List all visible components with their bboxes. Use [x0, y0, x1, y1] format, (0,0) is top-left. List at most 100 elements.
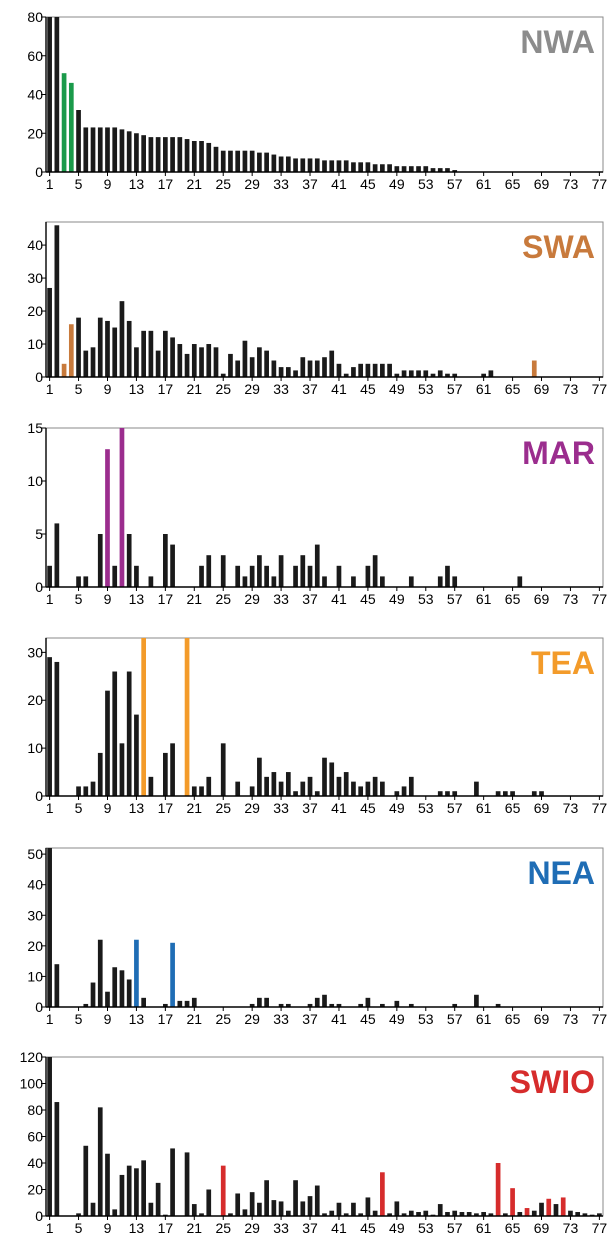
bar: [293, 158, 298, 172]
bar: [76, 786, 81, 796]
x-tick-label: 5: [75, 176, 83, 192]
highlight-bar: [220, 1165, 226, 1216]
x-tick-label: 17: [158, 381, 174, 397]
bar: [322, 1213, 327, 1216]
bar: [314, 997, 320, 1007]
y-tick-label: 0: [35, 788, 43, 804]
bar: [47, 17, 52, 172]
bar: [134, 133, 139, 172]
highlight-bar: [560, 1197, 566, 1216]
x-tick-label: 17: [158, 591, 174, 607]
x-tick-label: 69: [534, 1011, 550, 1027]
bar: [307, 158, 313, 172]
bar: [76, 1213, 81, 1216]
bar: [285, 156, 291, 172]
x-tick-label: 49: [389, 591, 405, 607]
bar: [358, 363, 364, 377]
highlight-bar: [531, 360, 537, 377]
bar: [126, 131, 132, 172]
bar: [387, 1213, 392, 1216]
bar: [452, 576, 458, 587]
bar: [90, 347, 96, 377]
bar: [293, 370, 298, 377]
y-tick-label: 120: [20, 1049, 44, 1065]
bar: [47, 1057, 52, 1216]
y-tick-label: 30: [27, 907, 43, 923]
highlight-bar: [495, 1163, 501, 1216]
bar: [199, 1213, 204, 1216]
bar: [257, 1202, 262, 1216]
bar: [83, 127, 89, 172]
bar: [134, 1168, 139, 1216]
bar: [47, 848, 52, 1007]
bar: [213, 347, 219, 377]
x-tick-label: 49: [389, 381, 405, 397]
bar: [163, 752, 168, 796]
bar: [199, 347, 204, 377]
x-tick-label: 49: [389, 800, 405, 816]
bar: [54, 1102, 60, 1216]
bar: [372, 776, 378, 796]
bar: [90, 982, 96, 1007]
x-tick-label: 77: [592, 381, 608, 397]
highlight-bar: [141, 638, 147, 796]
bar: [228, 353, 233, 377]
x-tick-label: 41: [331, 381, 347, 397]
bar: [387, 363, 392, 377]
bar: [112, 127, 118, 172]
bar: [285, 367, 291, 377]
bar: [155, 350, 161, 377]
x-tick-label: 13: [129, 591, 145, 607]
bar: [365, 162, 371, 172]
bar: [163, 137, 168, 172]
y-tick-label: 10: [27, 336, 43, 352]
x-tick-label: 29: [244, 381, 260, 397]
x-tick-label: 33: [273, 591, 289, 607]
bar: [380, 576, 385, 587]
chart-panel-tea: 0 10 20 30 1 5 9 13 17 21 25 29 33 37 41 45 49 53 57 61 65 69…: [27, 637, 607, 816]
y-tick-label: 40: [27, 237, 43, 253]
bar: [430, 373, 436, 377]
bar: [249, 786, 255, 796]
bar: [423, 1210, 429, 1216]
bar: [502, 791, 508, 796]
bar: [488, 370, 494, 377]
bar: [206, 1189, 212, 1216]
bar: [170, 743, 175, 796]
bar: [408, 776, 414, 796]
bar: [553, 1204, 559, 1216]
y-tick-label: 20: [27, 692, 43, 708]
x-tick-label: 57: [447, 381, 463, 397]
bar: [148, 330, 154, 377]
x-tick-label: 13: [129, 176, 145, 192]
x-tick-label: 53: [418, 381, 434, 397]
bar: [510, 791, 515, 796]
x-tick-label: 41: [331, 1011, 347, 1027]
x-tick-label: 57: [447, 591, 463, 607]
bar: [206, 555, 212, 587]
bar: [271, 1200, 277, 1216]
bar: [206, 776, 212, 796]
bar: [278, 781, 284, 796]
x-tick-label: 41: [331, 591, 347, 607]
x-tick-label: 21: [187, 1220, 203, 1236]
bar: [148, 137, 154, 172]
bar: [148, 776, 154, 796]
bar: [83, 1145, 89, 1216]
bar: [322, 757, 327, 796]
bar: [329, 762, 335, 796]
x-tick-label: 21: [187, 381, 203, 397]
bar: [343, 772, 349, 796]
y-tick-label: 0: [35, 579, 43, 595]
y-tick-label: 30: [27, 644, 43, 660]
bar: [271, 154, 277, 172]
x-tick-label: 37: [302, 1220, 318, 1236]
bar: [437, 791, 443, 796]
bar: [54, 661, 60, 796]
x-tick-label: 65: [505, 800, 521, 816]
chart-title: MAR: [522, 435, 595, 471]
x-tick-label: 73: [563, 800, 579, 816]
y-tick-label: 20: [27, 938, 43, 954]
bar: [394, 166, 400, 172]
bar: [474, 781, 479, 796]
